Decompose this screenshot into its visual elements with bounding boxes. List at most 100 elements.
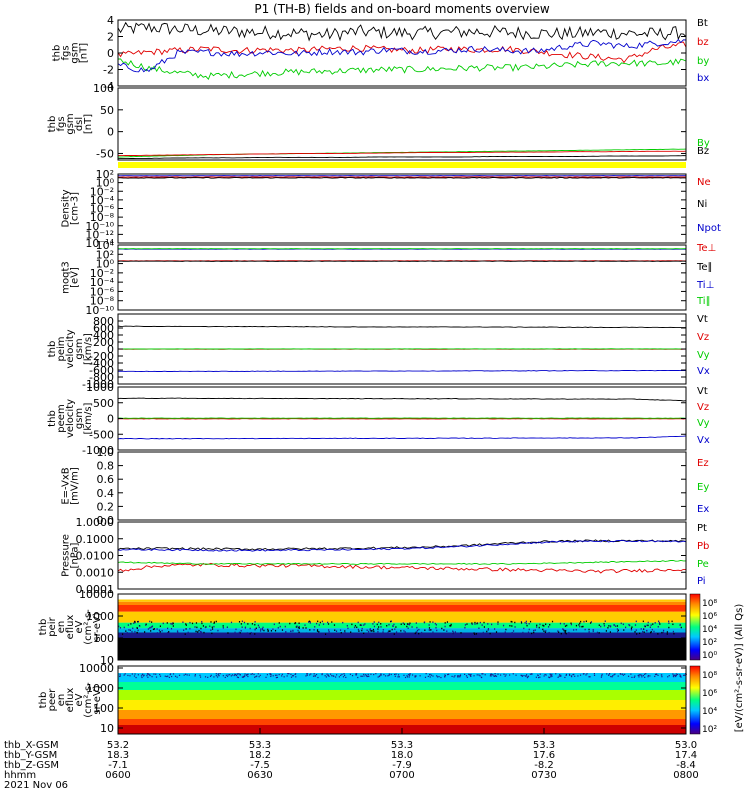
x-row-value: 18.3 xyxy=(107,750,129,761)
y-axis-label-line: [eV] xyxy=(70,267,81,288)
spectrogram-speckle xyxy=(525,622,528,625)
spectrogram-speckle xyxy=(327,623,330,625)
spectrogram-speckle xyxy=(512,673,514,675)
spectrogram-speckle xyxy=(254,676,256,678)
spectrogram-speckle xyxy=(679,675,681,678)
spectrogram-speckle xyxy=(400,623,402,626)
spectrogram-speckle xyxy=(495,631,498,633)
spectrogram-speckle xyxy=(464,626,466,629)
spectrogram-speckle xyxy=(390,620,393,623)
spectrogram-speckle xyxy=(592,628,594,631)
spectrogram-speckle xyxy=(672,675,674,677)
spectrogram-speckle xyxy=(526,624,528,627)
spectrogram-speckle xyxy=(134,620,136,623)
spectrogram-speckle xyxy=(307,621,310,623)
spectrogram-speckle xyxy=(161,632,164,635)
spectrogram-speckle xyxy=(430,629,432,631)
spectrogram-band xyxy=(118,710,686,719)
spectrogram-speckle xyxy=(679,674,681,676)
spectrogram-speckle xyxy=(584,628,586,631)
spectrogram-speckle xyxy=(322,623,325,625)
x-row-value: -7.5 xyxy=(250,760,270,771)
spectrogram-speckle xyxy=(658,620,660,623)
spectrogram-speckle xyxy=(315,622,318,625)
spectrogram-speckle xyxy=(499,674,502,676)
spectrogram-speckle xyxy=(139,625,141,627)
spectrogram-speckle xyxy=(646,624,648,627)
legend-entry: Ti∥ xyxy=(696,296,711,307)
spectrogram-speckle xyxy=(312,675,315,677)
spectrogram-speckle xyxy=(578,624,580,626)
spectrogram-speckle xyxy=(201,622,203,625)
y-axis-label-line: thb xyxy=(47,341,58,358)
spectrogram-speckle xyxy=(276,676,279,679)
spectrogram-speckle xyxy=(403,623,406,626)
spectrogram-speckle xyxy=(659,623,661,625)
spectrogram-speckle xyxy=(306,673,308,675)
spectrogram-speckle xyxy=(427,632,429,635)
spectrogram-speckle xyxy=(683,674,685,676)
spectrogram-speckle xyxy=(217,629,219,632)
spectrogram-speckle xyxy=(662,631,665,634)
spectrogram-speckle xyxy=(159,631,161,633)
spectrogram-speckle xyxy=(592,630,594,633)
spectrogram-speckle xyxy=(492,674,494,676)
spectrogram-speckle xyxy=(159,675,162,677)
spectrogram-speckle xyxy=(169,674,171,676)
spectrogram-speckle xyxy=(432,621,434,623)
legend-entry: by xyxy=(697,56,709,67)
spectrogram-speckle xyxy=(240,630,242,632)
spectrogram-speckle xyxy=(520,621,523,623)
spectrogram-speckle xyxy=(414,676,416,678)
spectrogram-speckle xyxy=(446,621,449,623)
spectrogram-speckle xyxy=(238,621,241,623)
spectrogram-speckle xyxy=(560,674,562,676)
spectrogram-speckle xyxy=(487,629,489,631)
spectrogram-speckle xyxy=(170,627,173,630)
spectrogram-speckle xyxy=(247,675,249,678)
spectrogram-speckle xyxy=(187,631,189,634)
spectrogram-speckle xyxy=(233,633,235,635)
spectrogram-speckle xyxy=(634,675,636,677)
spectrogram-speckle xyxy=(378,675,380,678)
spectrogram-speckle xyxy=(465,675,468,677)
spectrogram-speckle xyxy=(398,676,400,678)
y-axis-label-line: thb xyxy=(38,692,49,709)
spectrogram-speckle xyxy=(434,622,436,625)
spectrogram-speckle xyxy=(150,621,153,623)
y-axis-label-line: thb xyxy=(52,45,63,62)
spectrogram-speckle xyxy=(660,674,663,676)
spectrogram-speckle xyxy=(524,621,526,624)
spectrogram-speckle xyxy=(570,676,573,678)
legend-entry: Bz xyxy=(697,146,709,157)
spectrogram-speckle xyxy=(136,627,138,629)
spectrogram-speckle xyxy=(161,629,163,632)
spectrogram-speckle xyxy=(310,673,312,675)
spectrogram-speckle xyxy=(617,629,619,632)
y-tick-label: 10⁻¹² xyxy=(85,228,114,241)
spectrogram-speckle xyxy=(134,630,136,633)
spectrogram-speckle xyxy=(216,676,219,678)
spectrogram-speckle xyxy=(538,676,540,679)
colorbar-label: [eV/(cm²-s-sr-eV)] (All Qs) xyxy=(734,604,745,733)
spectrogram-speckle xyxy=(215,620,217,623)
spectrogram-speckle xyxy=(557,676,559,678)
spectrogram-speckle xyxy=(177,631,179,634)
y-tick-label: 100 xyxy=(93,82,114,95)
spectrogram-speckle xyxy=(345,676,347,679)
spectrogram-speckle xyxy=(514,621,516,624)
series-line-Pe xyxy=(117,559,686,565)
spectrogram-speckle xyxy=(321,673,323,676)
spectrogram-speckle xyxy=(527,631,530,634)
spectrogram-speckle xyxy=(474,633,476,635)
spectrogram-speckle xyxy=(525,620,527,623)
x-row-value: 17.4 xyxy=(675,750,697,761)
spectrogram-speckle xyxy=(423,621,426,623)
spectrogram-speckle xyxy=(570,622,572,625)
spectrogram-speckle xyxy=(149,620,151,623)
spectrogram-speckle xyxy=(239,632,241,634)
colorbar-tick-label: 10² xyxy=(702,638,717,648)
spectrogram-speckle xyxy=(406,623,409,625)
